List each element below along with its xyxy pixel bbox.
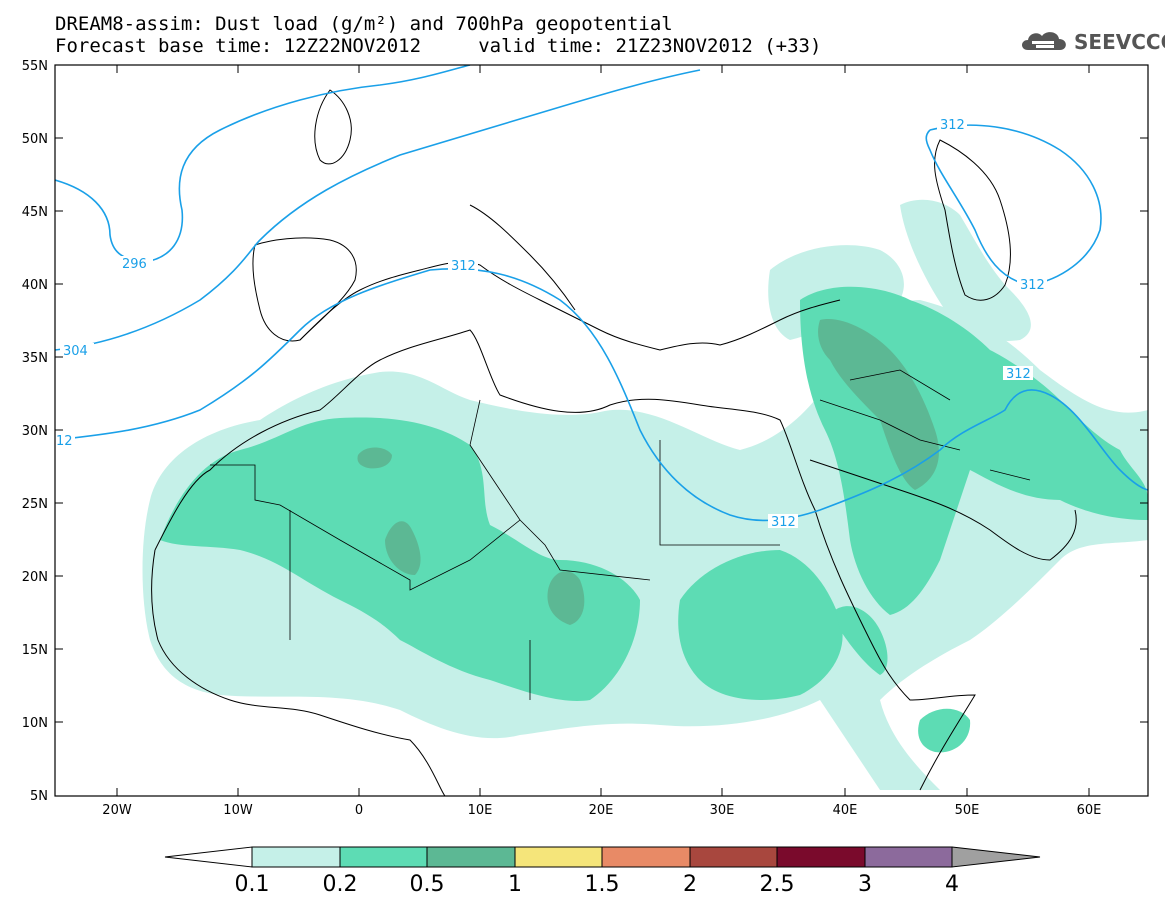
dust-region-high-chad	[547, 571, 585, 625]
colorbar-swatch	[689, 846, 778, 868]
coast-westafrica	[151, 549, 446, 796]
colorbar-low-arrow	[164, 846, 253, 868]
contour-296	[55, 65, 471, 263]
coast-iberia	[252, 237, 357, 342]
dust-region-high-iraq	[818, 319, 939, 490]
lat-tick-label: 40N	[22, 278, 48, 293]
contour-312-south	[55, 267, 1148, 522]
coast-arabia	[809, 459, 1077, 561]
logo-text: SEEVCCC	[1074, 30, 1165, 54]
colorbar-label: 1	[508, 872, 522, 897]
coast-africa	[154, 329, 976, 791]
colorbar-label: 0.1	[234, 872, 270, 897]
lon-tick-label: 60E	[1077, 803, 1102, 818]
axis-ticks	[55, 65, 1148, 796]
border-sahara-1	[210, 464, 651, 591]
lon-tick-label: 20W	[102, 803, 132, 818]
contour-label: 312	[451, 259, 476, 274]
coast-italy	[469, 204, 576, 311]
lon-tick-label: 20E	[589, 803, 614, 818]
lat-tick-label: 5N	[30, 789, 48, 804]
seevccc-logo: SEEVCCC	[1018, 28, 1165, 54]
coastlines	[151, 89, 1077, 796]
contour-label: 296	[122, 257, 147, 272]
coast-britain	[314, 89, 352, 165]
border-middleeast	[819, 369, 1031, 481]
colorbar-high-arrow	[951, 846, 1041, 868]
lat-tick-label: 15N	[22, 643, 48, 658]
dust-region-low-caspian	[900, 199, 1031, 341]
dust-region-high-mali	[385, 521, 421, 575]
dust-region-mid-redsea	[835, 606, 888, 675]
coast-caspian	[934, 139, 1011, 301]
contour-label: 312	[940, 118, 965, 133]
contour-label: 304	[63, 344, 88, 359]
colorbar-label: 4	[945, 872, 959, 897]
border-sahara-2	[289, 399, 780, 700]
colorbar-swatch	[514, 846, 603, 868]
lon-tick-label: 10E	[468, 803, 493, 818]
map-title: DREAM8-assim: Dust load (g/m²) and 700hP…	[55, 13, 673, 35]
lat-tick-label: 10N	[22, 716, 48, 731]
lat-tick-label: 50N	[22, 132, 48, 147]
lat-tick-label: 20N	[22, 570, 48, 585]
contour-label: 12	[56, 434, 73, 449]
colorbar-label: 3	[858, 872, 872, 897]
colorbar-label: 2.5	[759, 872, 795, 897]
contour-304	[55, 69, 701, 351]
contour-label: 312	[1020, 278, 1045, 293]
colorbar-label: 2	[683, 872, 697, 897]
colorbar-swatch	[864, 846, 953, 868]
cloud-icon	[1022, 32, 1066, 50]
lon-tick-label: 40E	[833, 803, 858, 818]
colorbar-swatch	[601, 846, 691, 868]
lon-tick-label: 30E	[710, 803, 735, 818]
colorbar-swatch	[339, 846, 428, 868]
colorbar-label: 0.5	[409, 872, 445, 897]
forecast-time: Forecast base time: 12Z22NOV2012 valid t…	[55, 35, 822, 57]
coast-europe	[299, 261, 841, 351]
dust-region-mid-sudan	[678, 550, 843, 700]
contour-label: 312	[771, 515, 796, 530]
colorbar-label: 0.2	[322, 872, 358, 897]
lon-tick-label: 50E	[955, 803, 980, 818]
dust-region-mid-horn	[918, 708, 971, 753]
colorbar-swatch	[776, 846, 866, 868]
colorbar-swatch	[251, 846, 341, 868]
lat-tick-label: 30N	[22, 424, 48, 439]
lon-tick-label: 10W	[223, 803, 253, 818]
dust-region-high-algeria	[357, 447, 392, 469]
colorbar-label: 1.5	[584, 872, 620, 897]
colorbar	[164, 846, 1041, 868]
lon-tick-label: 0	[355, 803, 363, 818]
colorbar-swatch	[426, 846, 516, 868]
lat-tick-label: 45N	[22, 205, 48, 220]
lat-tick-label: 55N	[22, 59, 48, 74]
dust-field	[142, 199, 1148, 790]
contour-label: 312	[1006, 367, 1031, 382]
lat-tick-label: 25N	[22, 497, 48, 512]
lat-tick-label: 35N	[22, 351, 48, 366]
